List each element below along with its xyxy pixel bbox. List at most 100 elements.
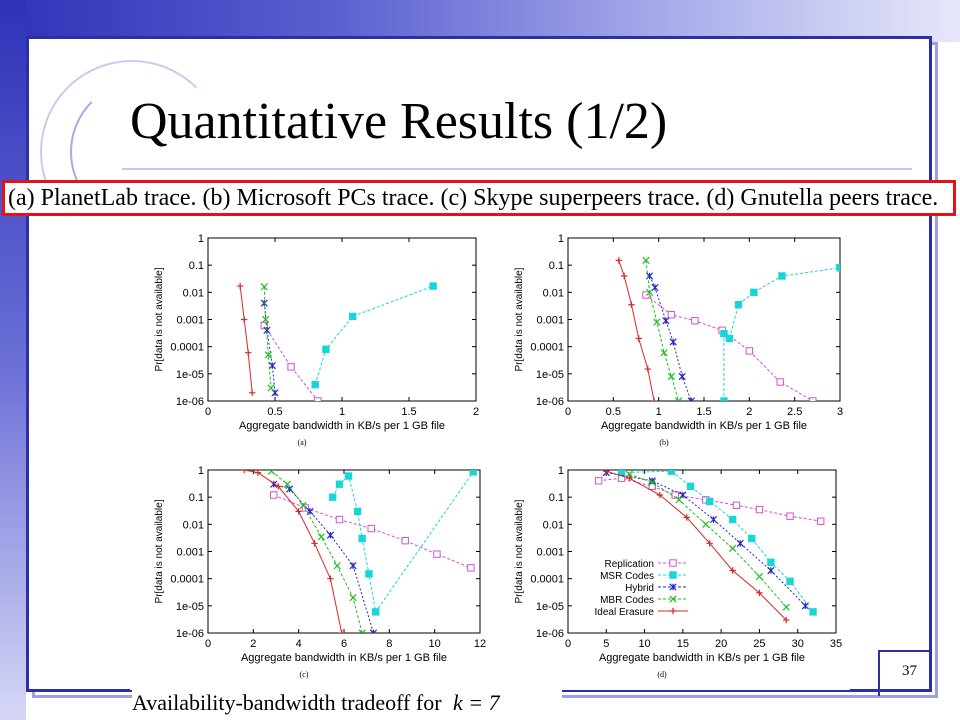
y-tick-label: 0.0001 [170, 574, 204, 586]
x-tick-label: 0 [565, 638, 571, 650]
x-tick-label: 2 [250, 638, 256, 650]
bottom-caption-text: Availability-bandwidth tradeoff for [132, 690, 442, 715]
panel-label: (d) [657, 670, 667, 679]
x-axis-label: Aggregate bandwidth in KB/s per 1 GB fil… [599, 652, 805, 664]
series-group [236, 282, 437, 401]
y-tick-label: 0.01 [543, 287, 564, 299]
data-point [705, 497, 714, 506]
plot-frame [207, 237, 477, 402]
data-point [662, 317, 670, 325]
series-line [645, 260, 680, 401]
x-tick-label: 4 [296, 638, 302, 650]
data-point [268, 362, 276, 370]
data-point [729, 567, 736, 574]
y-tick-label: 0.001 [176, 315, 204, 327]
data-point [687, 397, 695, 401]
data-point [236, 282, 244, 290]
data-point [311, 540, 318, 547]
x-tick-label: 2 [473, 406, 479, 418]
data-point [335, 515, 344, 524]
decor-arc-icon [40, 60, 224, 244]
data-point [667, 311, 676, 319]
data-point [322, 345, 330, 353]
series-group [241, 470, 477, 633]
legend-label: MBR Codes [600, 595, 654, 606]
data-point [333, 562, 341, 570]
data-point [669, 559, 677, 567]
data-point [260, 321, 268, 330]
data-point [311, 380, 319, 389]
data-point [786, 512, 794, 520]
data-point [667, 470, 676, 475]
data-point [734, 301, 743, 309]
data-point [626, 474, 633, 482]
data-point [778, 272, 786, 280]
chart-panel-a: 1 0.1 0.01 0.001 0.0001 1e-05 1e-060 0.5 1 1.5 2 Ag… [154, 233, 479, 447]
data-point [349, 594, 357, 602]
data-point [678, 372, 686, 381]
data-point [686, 482, 695, 491]
data-point [732, 501, 741, 510]
y-tick-label: 1e-06 [176, 628, 204, 640]
y-tick-label: 0.0001 [530, 574, 564, 586]
y-tick-label: 1 [558, 465, 564, 477]
y-axis-label: Pr[data is not available] [514, 267, 525, 371]
data-point [836, 264, 840, 272]
y-tick-label: 0.001 [176, 547, 204, 559]
y-axis-label: Pr[data is not available] [154, 267, 165, 371]
plot-frame [567, 237, 841, 402]
data-point [706, 540, 713, 547]
series-line [263, 325, 319, 401]
data-point [645, 288, 654, 296]
data-point [433, 550, 441, 558]
x-tick-label: 0 [565, 406, 571, 418]
x-tick-label: 15 [677, 638, 689, 650]
data-point [372, 608, 380, 616]
data-point [674, 397, 683, 401]
data-point [353, 507, 362, 516]
data-point [621, 272, 628, 280]
x-tick-label: 35 [830, 638, 842, 650]
data-point [748, 534, 756, 543]
data-point [267, 470, 276, 475]
series-line [239, 286, 253, 393]
data-point [349, 312, 357, 321]
y-tick-label: 1 [558, 233, 564, 245]
data-point [260, 299, 268, 307]
x-tick-label: 5 [603, 638, 609, 650]
y-tick-label: 1 [198, 465, 204, 477]
data-point [801, 602, 809, 610]
y-tick-label: 1e-05 [536, 601, 564, 613]
data-point [669, 607, 677, 615]
series-line [618, 260, 655, 401]
y-tick-label: 1e-06 [536, 396, 564, 408]
data-point [767, 566, 775, 575]
x-tick-label: 1.5 [696, 406, 711, 418]
data-point [720, 330, 728, 338]
bottom-caption-math: k = 7 [453, 690, 500, 715]
data-point [755, 572, 764, 581]
data-point [809, 608, 817, 616]
data-point [469, 470, 477, 476]
x-tick-label: 1 [339, 406, 345, 418]
data-point [702, 520, 710, 528]
data-point [241, 470, 248, 474]
data-point [267, 384, 275, 392]
data-point [736, 539, 744, 547]
figure-caption: (a) PlanetLab trace. (b) Microsoft PCs t… [8, 185, 939, 211]
series-line [244, 470, 343, 633]
data-point [240, 316, 248, 323]
header-gradient [0, 0, 960, 42]
x-axis-label: Aggregate bandwidth in KB/s per 1 GB fil… [239, 420, 445, 432]
x-tick-label: 1.5 [401, 406, 416, 418]
data-point [783, 616, 790, 624]
y-tick-label: 0.01 [543, 519, 564, 531]
x-tick-label: 2 [746, 406, 752, 418]
data-point [642, 291, 650, 299]
data-point [669, 595, 677, 603]
x-tick-label: 1 [656, 406, 662, 418]
data-point [338, 629, 345, 633]
decor-arc-icon [70, 80, 214, 224]
data-point [249, 389, 256, 397]
data-point [467, 564, 475, 572]
